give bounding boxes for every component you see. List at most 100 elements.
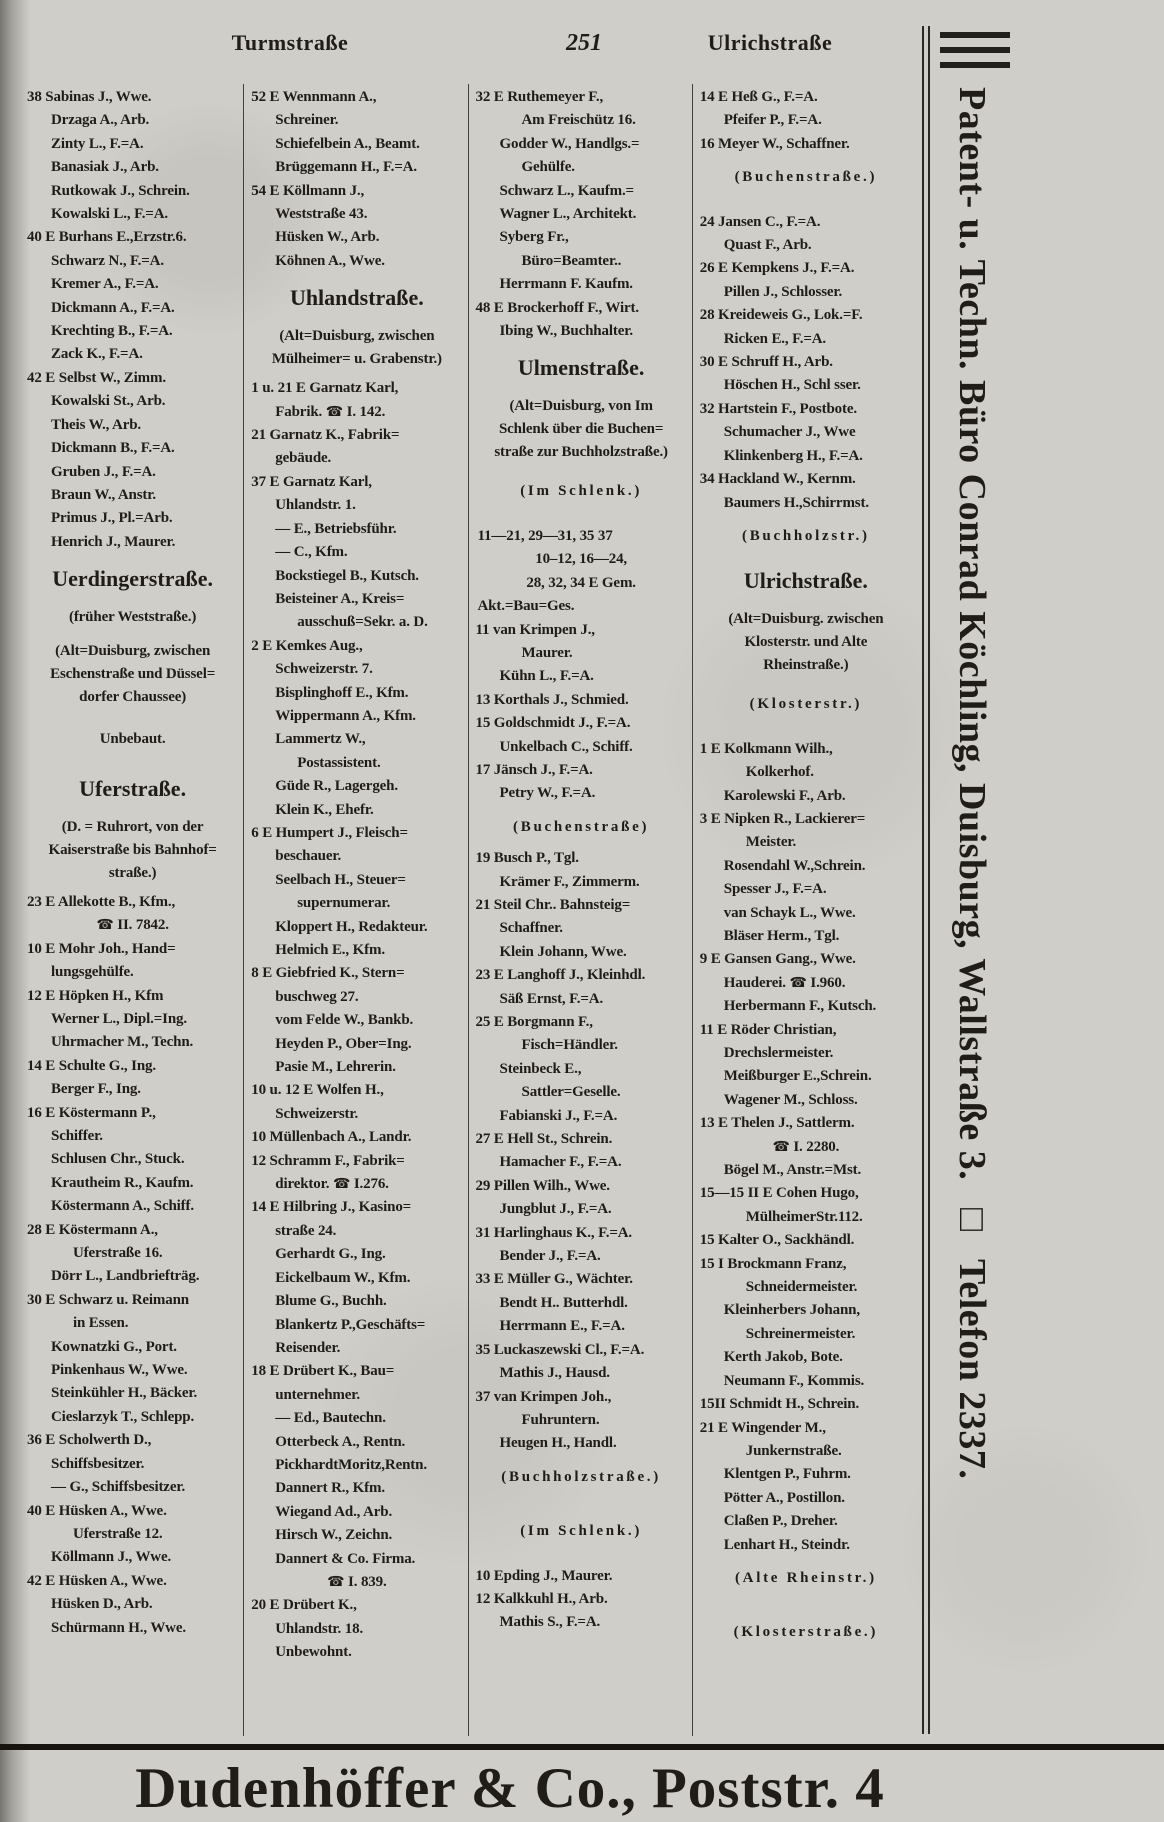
directory-line: Wippermann A., Kfm. bbox=[275, 707, 416, 724]
directory-line: Ricken E., F.=A. bbox=[723, 330, 827, 347]
directory-line: Godder W., Handlgs.= bbox=[499, 135, 640, 152]
directory-line: Klein K., Ehefr. bbox=[275, 801, 374, 818]
directory-line: Bisplinghoff E., Kfm. bbox=[275, 684, 409, 701]
directory-line: Karolewski F., Arb. bbox=[723, 787, 846, 804]
directory-line: 42 E Hüsken A., Wwe. bbox=[27, 1572, 167, 1589]
directory-line: Kowalski L., F.=A. bbox=[51, 206, 168, 223]
directory-line: Akt.=Bau=Ges. bbox=[477, 598, 575, 615]
directory-line: 14 E Heß G., F.=A. bbox=[699, 89, 818, 105]
directory-line: Henrich J., Maurer. bbox=[51, 533, 176, 550]
directory-line: Schiefelbein A., Beamt. bbox=[275, 135, 420, 152]
directory-line: Kühn L., F.=A. bbox=[499, 668, 594, 685]
directory-line: Uhlandstr. 18. bbox=[275, 1620, 364, 1637]
directory-line: 14 E Schulte G., Ing. bbox=[27, 1057, 156, 1074]
directory-line: 10–12, 16—24, bbox=[535, 551, 628, 568]
directory-line: Hauderei. ☎ I.960. bbox=[723, 974, 846, 991]
directory-line: van Schayk L., Wwe. bbox=[723, 904, 856, 921]
directory-line: supernumerar. bbox=[297, 895, 391, 912]
directory-line: Bendt H.. Butterhdl. bbox=[499, 1294, 628, 1311]
directory-line: 27 E Hell St., Schrein. bbox=[475, 1131, 613, 1148]
directory-line: Unkelbach C., Schiff. bbox=[499, 738, 633, 755]
directory-line: Kerth Jakob, Bote. bbox=[723, 1349, 843, 1366]
bar-stroke bbox=[940, 32, 1010, 38]
directory-line: (Alt=Duisburg. zwischen Klosterstr. und … bbox=[728, 611, 884, 674]
telephone-icon: ☎ bbox=[772, 1138, 790, 1155]
directory-line: 18 E Drübert K., Bau= bbox=[251, 1363, 395, 1380]
directory-line: 40 E Burhans E.,Erzstr.6. bbox=[27, 229, 187, 246]
header-right-street: Ulrichstraße bbox=[707, 30, 833, 55]
telephone-icon: ☎ bbox=[327, 1573, 345, 1590]
directory-line: Gruben J., F.=A. bbox=[51, 463, 156, 480]
directory-line: Wagner L., Architekt. bbox=[499, 206, 637, 223]
directory-line: Krautheim R., Kaufm. bbox=[51, 1174, 194, 1191]
directory-line: — E., Betriebsführ. bbox=[275, 520, 397, 537]
telephone-icon: ☎ bbox=[332, 1176, 351, 1193]
sidebar-ad-text: Patent- u. Techn. Büro Conrad Köchling, … bbox=[930, 87, 1014, 1567]
directory-line: 10 Müllenbach A., Landr. bbox=[251, 1129, 412, 1146]
directory-line: Steinkühler H., Bäcker. bbox=[51, 1385, 198, 1402]
directory-line: 40 E Hüsken A., Wwe. bbox=[27, 1502, 167, 1519]
directory-line: Hirsch W., Zeichn. bbox=[275, 1527, 393, 1544]
directory-line: 54 E Köllmann J., bbox=[251, 182, 365, 199]
directory-line: Werner L., Dipl.=Ing. bbox=[51, 1010, 187, 1027]
directory-line: 14 E Hilbring J., Kasino= bbox=[251, 1199, 412, 1216]
directory-columns: 38 Sabinas J., Wwe. Drzaga A., Arb. Zinty … bbox=[20, 84, 917, 1736]
directory-line: Mathis J., Hausd. bbox=[499, 1365, 611, 1382]
page-number: 251 bbox=[566, 30, 602, 56]
directory-line: Quast F., Arb. bbox=[723, 237, 812, 254]
directory-line: Claßen P., Dreher. bbox=[723, 1513, 838, 1530]
directory-line: Ibing W., Buchhalter. bbox=[499, 323, 634, 340]
directory-line: 26 E Kempkens J., F.=A. bbox=[699, 260, 855, 277]
directory-line: 3 E Nipken R., Lackierer= bbox=[699, 810, 866, 827]
directory-line: 23 E Allekotte B., Kfm., bbox=[27, 893, 176, 910]
directory-line: Drechslermeister. bbox=[723, 1045, 834, 1061]
directory-line: 28 E Köstermann A., bbox=[27, 1221, 158, 1238]
telephone-icon: ☎ bbox=[325, 403, 344, 420]
directory-line: Zinty L., F.=A. bbox=[51, 135, 144, 152]
directory-line: Otterbeck A., Rentn. bbox=[275, 1433, 406, 1450]
directory-line: 19 Busch P., Tgl. bbox=[475, 850, 579, 867]
street-heading: Uerdingerstraße. bbox=[52, 566, 213, 592]
directory-line: 52 E Wennmann A., bbox=[251, 89, 377, 105]
directory-line: Schreiner. bbox=[275, 112, 339, 129]
directory-line: 21 E Wingender M., bbox=[699, 1419, 826, 1436]
directory-line: — G., Schiffsbesitzer. bbox=[51, 1479, 186, 1496]
directory-line: 8 E Giebfried K., Stern= bbox=[251, 965, 405, 982]
directory-line: unternehmer. bbox=[275, 1386, 360, 1403]
telephone-icon: ☎ bbox=[96, 917, 114, 934]
directory-line: Hüsken D., Arb. bbox=[51, 1596, 153, 1613]
directory-line: Schlusen Chr., Stuck. bbox=[51, 1151, 185, 1168]
directory-line: Schürmann H., Wwe. bbox=[51, 1619, 186, 1636]
directory-line: 12 Kalkkuhl H., Arb. bbox=[475, 1590, 608, 1607]
directory-line: Wiegand Ad., Arb. bbox=[275, 1503, 393, 1520]
spacer bbox=[476, 1497, 687, 1510]
directory-line: Gerhardt G., Ing. bbox=[275, 1246, 386, 1263]
directory-line: ☎ I. 839. bbox=[327, 1573, 387, 1590]
sidebar-ad-line2: Telefon 2337. bbox=[951, 1259, 993, 1480]
directory-line: Eickelbaum W., Kfm. bbox=[275, 1269, 411, 1286]
directory-line: (Buchholzstraße.) bbox=[501, 1468, 661, 1485]
directory-line: lungsgehülfe. bbox=[51, 964, 134, 981]
directory-line: (Alt=Duisburg, zwischen Eschenstraße und… bbox=[50, 642, 216, 705]
directory-line: Heyden P., Ober=Ing. bbox=[275, 1035, 412, 1052]
directory-line: Schwarz L., Kaufm.= bbox=[499, 182, 635, 199]
directory-line: Steinbeck E., bbox=[499, 1060, 582, 1077]
directory-line: 30 E Schruff H., Arb. bbox=[699, 354, 833, 371]
footer-advertisement: Dudenhöffer & Co., Poststr. 4 bbox=[135, 1757, 885, 1820]
directory-line: ☎ II. 7842. bbox=[96, 917, 169, 934]
spacer bbox=[27, 715, 238, 728]
directory-line: 2 E Kemkes Aug., bbox=[251, 637, 363, 654]
directory-line: Dannert & Co. Firma. bbox=[275, 1550, 416, 1567]
directory-line: Meißburger E.,Schrein. bbox=[723, 1068, 872, 1085]
directory-line: 42 E Selbst W., Zimm. bbox=[27, 369, 166, 386]
directory-line: Banasiak J., Arb. bbox=[51, 159, 159, 176]
directory-line: Fisch=Händler. bbox=[521, 1037, 618, 1054]
directory-line: 37 E Garnatz Karl, bbox=[251, 473, 372, 490]
bar-stroke bbox=[940, 47, 1010, 53]
directory-line: Wagener M., Schloss. bbox=[723, 1091, 858, 1108]
directory-line: — C., Kfm. bbox=[275, 544, 348, 561]
directory-line: (Alt=Duisburg, zwischen Mülheimer= u. Gr… bbox=[271, 328, 442, 368]
directory-line: Meister. bbox=[745, 834, 797, 851]
directory-line: 28 Kreideweis G., Lok.=F. bbox=[699, 307, 863, 324]
